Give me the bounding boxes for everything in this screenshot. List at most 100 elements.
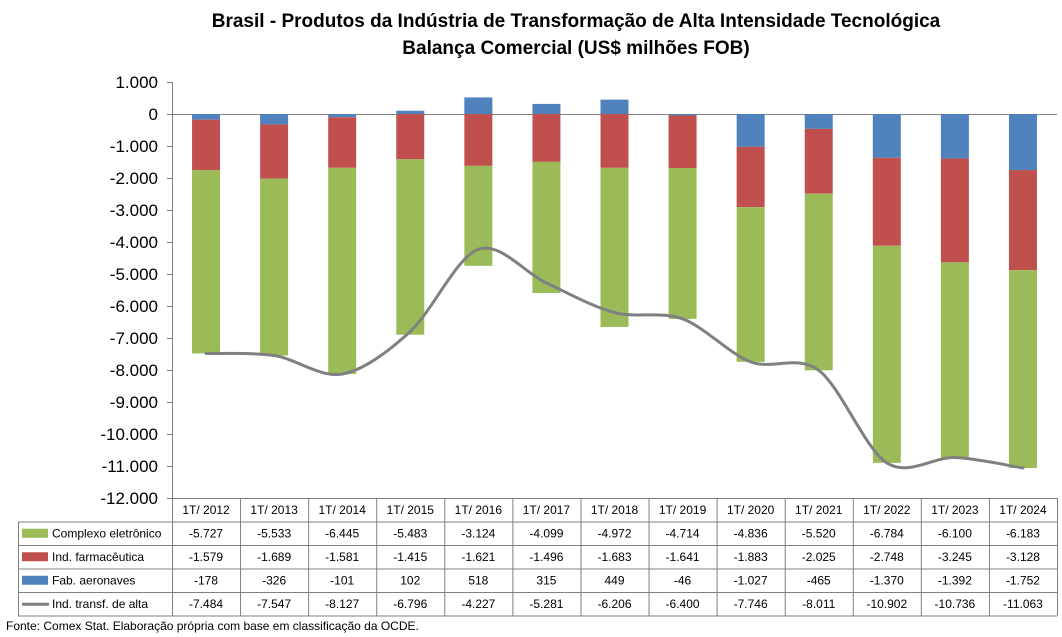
bar-fab-aeronaves (668, 114, 697, 116)
data-label: -1.415 (393, 550, 427, 564)
x-tick-label: 1T/ 2021 (795, 503, 843, 517)
y-tick-label: 0 (149, 105, 158, 124)
legend-swatch (22, 552, 48, 562)
data-label: -2.025 (802, 550, 836, 564)
bar-fab-aeronaves (600, 99, 629, 114)
x-tick-label: 1T/ 2012 (182, 503, 230, 517)
data-label: -1.641 (666, 550, 700, 564)
chart-subtitle: Balança Comercial (US$ milhões FOB) (402, 38, 749, 59)
data-label: -465 (807, 573, 831, 587)
x-tick-label: 1T/ 2016 (455, 503, 503, 517)
bar-ind-farmac-utica (532, 114, 561, 162)
data-label: -6.206 (597, 597, 631, 611)
plot-area (192, 97, 1037, 469)
y-tick-label: -8.000 (110, 361, 158, 380)
y-tick-label: -2.000 (110, 169, 158, 188)
bar-fab-aeronaves (532, 103, 561, 114)
total-series-point (204, 351, 208, 355)
data-label: -101 (330, 573, 354, 587)
y-tick-label: -12.000 (100, 489, 158, 508)
bar-fab-aeronaves (192, 114, 221, 120)
bar-complexo-eletr-nico (804, 193, 833, 371)
legend-label: Ind. farmacêutica (52, 550, 144, 564)
bar-ind-farmac-utica (192, 119, 221, 171)
data-label: -6.183 (1006, 526, 1040, 540)
data-label: -4.972 (597, 526, 631, 540)
data-label: -7.547 (257, 597, 291, 611)
data-label: -1.752 (1006, 573, 1040, 587)
bar-complexo-eletr-nico (328, 167, 357, 375)
x-tick-label: 1T/ 2014 (319, 503, 367, 517)
bar-complexo-eletr-nico (668, 167, 697, 319)
bar-complexo-eletr-nico (600, 167, 629, 327)
source-note: Fonte: Comex Stat. Elaboração própria co… (6, 619, 419, 633)
data-label: -11.063 (1003, 597, 1043, 611)
data-label: -7.746 (734, 597, 768, 611)
bar-complexo-eletr-nico (940, 262, 969, 458)
bar-ind-farmac-utica (736, 146, 765, 208)
legend-swatch (22, 528, 48, 538)
total-series-point (613, 311, 616, 315)
data-label: -4.714 (666, 526, 700, 540)
chart-title: Brasil - Produtos da Indústria de Transf… (212, 11, 941, 32)
legend-label: Fab. aeronaves (52, 573, 135, 587)
y-tick-label: -11.000 (102, 457, 158, 476)
data-label: -46 (674, 573, 692, 587)
data-label: -6.100 (938, 526, 972, 540)
data-label: -2.748 (870, 550, 904, 564)
data-label: 449 (604, 573, 624, 587)
x-tick-label: 1T/ 2019 (659, 503, 707, 517)
data-label: -6.784 (870, 526, 904, 540)
y-tick-label: -7.000 (110, 329, 158, 348)
data-label: -5.281 (529, 597, 563, 611)
data-label: -1.392 (938, 573, 972, 587)
data-label: -4.099 (529, 526, 563, 540)
total-series-point (749, 360, 753, 364)
bar-complexo-eletr-nico (872, 245, 901, 463)
total-series-point (544, 281, 548, 285)
data-label: -3.124 (461, 526, 495, 540)
y-tick-label: -4.000 (110, 233, 158, 252)
y-tick-label: -10.000 (100, 425, 158, 444)
data-label: 315 (536, 573, 556, 587)
total-series-point (272, 354, 276, 358)
data-label: -6.400 (666, 597, 700, 611)
total-series-point (953, 456, 957, 460)
bar-complexo-eletr-nico (260, 178, 289, 356)
bar-ind-farmac-utica (804, 128, 833, 194)
y-tick-label: -3.000 (110, 201, 158, 220)
bar-ind-farmac-utica (396, 114, 425, 160)
bar-ind-farmac-utica (940, 158, 969, 263)
y-tick-label: -5.000 (110, 265, 158, 284)
bar-fab-aeronaves (804, 114, 833, 129)
total-series-point (476, 247, 480, 251)
legend-swatch (22, 575, 48, 585)
x-tick-label: 1T/ 2013 (250, 503, 298, 517)
data-label: -1.683 (597, 550, 631, 564)
bar-fab-aeronaves (464, 97, 493, 114)
data-label: -8.127 (325, 597, 359, 611)
data-label: -3.245 (938, 550, 972, 564)
bar-fab-aeronaves (872, 114, 901, 158)
bar-complexo-eletr-nico (1008, 270, 1037, 469)
y-tick-label: -6.000 (110, 297, 158, 316)
data-label: -1.883 (734, 550, 768, 564)
bar-ind-farmac-utica (328, 117, 357, 168)
data-label: -10.902 (866, 597, 907, 611)
y-tick-label: -9.000 (110, 393, 158, 412)
data-label: -5.727 (189, 526, 223, 540)
bar-fab-aeronaves (1008, 114, 1037, 171)
bar-fab-aeronaves (736, 114, 765, 147)
x-tick-label: 1T/ 2024 (999, 503, 1047, 517)
data-label: -1.689 (257, 550, 291, 564)
bar-fab-aeronaves (328, 114, 357, 118)
data-label: -1.621 (461, 550, 495, 564)
data-label: -6.796 (393, 597, 427, 611)
data-label: -5.483 (393, 526, 427, 540)
bar-complexo-eletr-nico (736, 207, 765, 362)
bar-ind-farmac-utica (260, 124, 289, 179)
y-axis: 1.000 0 -1.000 -2.000 -3.000 -4.000 -5.000 -6.0… (100, 73, 1057, 508)
data-label: -10.736 (935, 597, 976, 611)
bar-ind-farmac-utica (600, 114, 629, 168)
